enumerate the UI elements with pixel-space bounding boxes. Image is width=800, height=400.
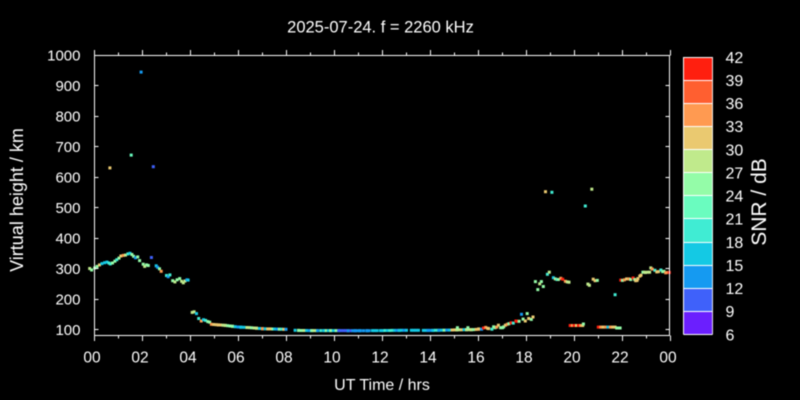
svg-text:04: 04 bbox=[179, 350, 197, 367]
svg-text:UT Time / hrs: UT Time / hrs bbox=[334, 377, 430, 394]
svg-text:16: 16 bbox=[467, 350, 484, 367]
svg-text:SNR / dB: SNR / dB bbox=[748, 158, 771, 246]
svg-text:21: 21 bbox=[726, 212, 744, 229]
svg-text:Virtual height / km: Virtual height / km bbox=[7, 128, 27, 272]
svg-text:6: 6 bbox=[726, 327, 735, 344]
svg-text:24: 24 bbox=[726, 189, 744, 206]
svg-text:700: 700 bbox=[55, 139, 80, 156]
svg-text:20: 20 bbox=[563, 350, 581, 367]
svg-text:200: 200 bbox=[55, 292, 80, 309]
svg-text:100: 100 bbox=[55, 322, 80, 339]
svg-text:10: 10 bbox=[323, 350, 341, 367]
svg-text:500: 500 bbox=[55, 200, 80, 217]
svg-text:15: 15 bbox=[726, 258, 744, 275]
svg-text:9: 9 bbox=[726, 304, 735, 321]
svg-text:12: 12 bbox=[726, 281, 744, 298]
svg-text:02: 02 bbox=[131, 350, 148, 367]
svg-text:08: 08 bbox=[275, 350, 292, 367]
svg-text:14: 14 bbox=[419, 350, 437, 367]
svg-text:600: 600 bbox=[55, 170, 80, 187]
svg-text:300: 300 bbox=[55, 261, 80, 278]
svg-text:12: 12 bbox=[371, 350, 388, 367]
svg-text:18: 18 bbox=[726, 235, 744, 252]
svg-text:400: 400 bbox=[55, 231, 80, 248]
svg-text:800: 800 bbox=[55, 109, 80, 126]
svg-text:30: 30 bbox=[726, 142, 744, 159]
svg-text:42: 42 bbox=[726, 50, 744, 67]
svg-text:27: 27 bbox=[726, 165, 744, 182]
svg-text:00: 00 bbox=[83, 350, 101, 367]
svg-text:00: 00 bbox=[659, 350, 677, 367]
svg-text:36: 36 bbox=[726, 96, 744, 113]
svg-text:18: 18 bbox=[515, 350, 532, 367]
svg-text:2025-07-24. f = 2260 kHz: 2025-07-24. f = 2260 kHz bbox=[287, 19, 474, 37]
svg-text:900: 900 bbox=[55, 78, 80, 95]
svg-text:22: 22 bbox=[611, 350, 628, 367]
svg-text:39: 39 bbox=[726, 73, 744, 90]
svg-text:06: 06 bbox=[227, 350, 244, 367]
svg-text:33: 33 bbox=[726, 119, 744, 136]
svg-text:1000: 1000 bbox=[47, 48, 80, 65]
